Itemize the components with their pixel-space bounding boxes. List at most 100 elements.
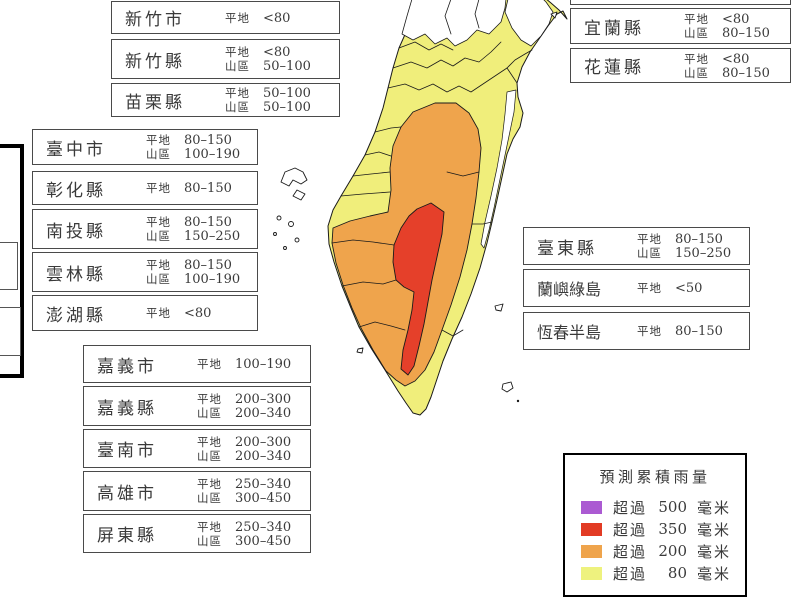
orchid-island: [501, 381, 514, 393]
rainfall-value: 80–150: [675, 324, 723, 339]
rainfall-row: 平地 <50: [637, 281, 703, 296]
terrain-label: 山區: [146, 272, 171, 286]
rainfall-rows: 平地 <80 山區 50–100: [225, 45, 311, 74]
legend-unit: 毫米: [697, 498, 732, 517]
rainfall-row: 平地 100–190: [197, 357, 291, 372]
terrain-label: 山區: [684, 65, 709, 80]
rainfall-row: 山區 50–100: [225, 59, 311, 74]
terrain-label: 平地: [146, 181, 171, 195]
rainfall-rows: 平地 80–150 山區 100–190: [146, 258, 240, 287]
terrain-label: 山區: [225, 100, 250, 114]
rainfall-value: 80–150: [184, 215, 232, 230]
terrain-label: 平地: [197, 392, 222, 406]
terrain-label: 平地: [225, 86, 250, 100]
rainfall-row: 平地 <80: [684, 12, 770, 27]
rainfall-value: 80–150: [184, 181, 232, 196]
rainfall-value: 80–150: [675, 232, 723, 247]
rainfall-rows: 平地 250–340 山區 300–450: [197, 477, 291, 506]
rainfall-row: 平地 250–340: [197, 519, 292, 535]
rainfall-rows: 平地 <80: [146, 306, 212, 321]
rainfall-rows: 平地 80–150 山區 150–250: [637, 232, 732, 261]
rainfall-row: 山區 300–450: [197, 491, 291, 506]
region-box-top_left-2: 苗栗縣 平地 50–100 山區 50–100: [111, 83, 340, 117]
rainfall-row: 平地 200–300: [197, 392, 291, 407]
terrain-label: 平地: [197, 519, 222, 534]
legend-value: 80: [667, 564, 688, 582]
rainfall-rows: 平地 200–300 山區 200–340: [197, 435, 292, 464]
region-name: 嘉義縣: [97, 398, 157, 419]
rainfall-row: 平地 200–300: [197, 435, 291, 450]
region-name: 蘭嶼綠島: [537, 280, 602, 299]
terrain-label: 平地: [684, 12, 709, 26]
region-name: 澎湖縣: [46, 305, 106, 326]
rainfall-value: 200–340: [235, 448, 292, 464]
legend-unit: 毫米: [697, 542, 732, 561]
rainfall-rows: 平地 <50: [637, 281, 703, 296]
legend-rows: 超過 500 毫米 超過 350 毫米 超過 200 毫米 超過 80 毫米: [565, 496, 745, 584]
region-box-left-3: 雲林縣 平地 80–150 山區 100–190: [32, 252, 258, 292]
legend-threshold-label: 超過: [613, 498, 648, 517]
rainfall-rows: 平地 250–340 山區 300–450: [197, 519, 292, 549]
rainfall-row: 平地 <80: [225, 45, 311, 60]
rainfall-rows: 平地 80–150 山區 150–250: [146, 215, 240, 244]
rainfall-row: 山區 50–100: [225, 100, 311, 115]
rainfall-value: 300–450: [235, 533, 292, 549]
region-box-top_right-1: 花蓮縣 平地 <80 山區 80–150: [570, 48, 791, 83]
terrain-label: 平地: [637, 281, 662, 295]
legend-color-swatch: [581, 500, 602, 514]
rainfall-value: <80: [184, 306, 212, 321]
rainfall-row: 山區 100–190: [146, 272, 240, 287]
rainfall-value: 100–190: [184, 147, 241, 162]
legend-box: 預測累積雨量 超過 500 毫米 超過 350 毫米 超過 200 毫米 超過 80 毫米: [563, 453, 747, 597]
region-name: 臺東縣: [537, 238, 597, 259]
region-name: 苗栗縣: [125, 92, 185, 113]
terrain-label: 平地: [197, 357, 222, 371]
rift-valley-white-region: [480, 89, 517, 249]
rainfall-row: 平地 <80: [684, 51, 770, 67]
rainfall-value: 50–100: [263, 86, 311, 101]
rainfall-rows: 平地 <80: [225, 10, 290, 26]
rainfall-row: 山區 100–190: [146, 147, 241, 162]
terrain-label: 平地: [146, 306, 171, 320]
legend-row: 超過 200 毫米: [565, 540, 745, 562]
region-box-left-1: 彰化縣 平地 80–150: [32, 171, 258, 205]
legend-value: 200: [658, 542, 688, 560]
legend-threshold-label: 超過: [613, 564, 648, 583]
region-name: 宜蘭縣: [584, 18, 644, 39]
green-island: [494, 303, 504, 312]
region-box-right-2: 恆春半島 平地 80–150: [523, 312, 750, 350]
rainfall-row: 山區 80–150: [684, 65, 770, 81]
region-box-left-4: 澎湖縣 平地 <80: [32, 295, 258, 331]
rainfall-row: 平地 250–340: [197, 477, 291, 492]
rainfall-value: 150–250: [675, 246, 732, 261]
liuqiu-island: [356, 347, 364, 354]
offshore-inset-inner-box: [0, 307, 21, 356]
legend-row: 超過 500 毫米: [565, 496, 745, 518]
rainfall-rows: 平地 <80 山區 80–150: [684, 51, 770, 81]
legend-value: 350: [658, 520, 688, 538]
rainfall-row: 山區 150–250: [146, 229, 240, 244]
region-name: 臺中市: [46, 139, 106, 160]
offshore-inset-inner-box: [0, 242, 18, 290]
clipped-label-box-top-right: [570, 0, 791, 5]
region-box-top_right-0: 宜蘭縣 平地 <80 山區 80–150: [570, 8, 791, 44]
terrain-label: 平地: [684, 51, 709, 66]
terrain-label: 平地: [225, 10, 250, 25]
rainfall-rows: 平地 80–150: [146, 181, 232, 196]
penghu-islands: [273, 167, 308, 250]
rainfall-value: 250–340: [235, 519, 292, 535]
rainfall-row: 山區 200–340: [197, 448, 292, 464]
region-box-bottom_middle-2: 臺南市 平地 200–300 山區 200–340: [83, 429, 311, 468]
legend-value: 500: [658, 498, 688, 516]
rainfall-value: <50: [675, 281, 703, 296]
legend-threshold-label: 超過: [613, 542, 648, 561]
region-box-bottom_middle-3: 高雄市 平地 250–340 山區 300–450: [83, 471, 311, 511]
region-box-top_left-0: 新竹市 平地 <80: [111, 1, 340, 34]
terrain-label: 平地: [146, 258, 171, 272]
legend-color-swatch: [581, 544, 602, 558]
red-region: [392, 202, 445, 376]
terrain-label: 山區: [225, 59, 250, 73]
region-name: 雲林縣: [46, 264, 106, 285]
rainfall-rows: 平地 80–150 山區 100–190: [146, 133, 241, 162]
